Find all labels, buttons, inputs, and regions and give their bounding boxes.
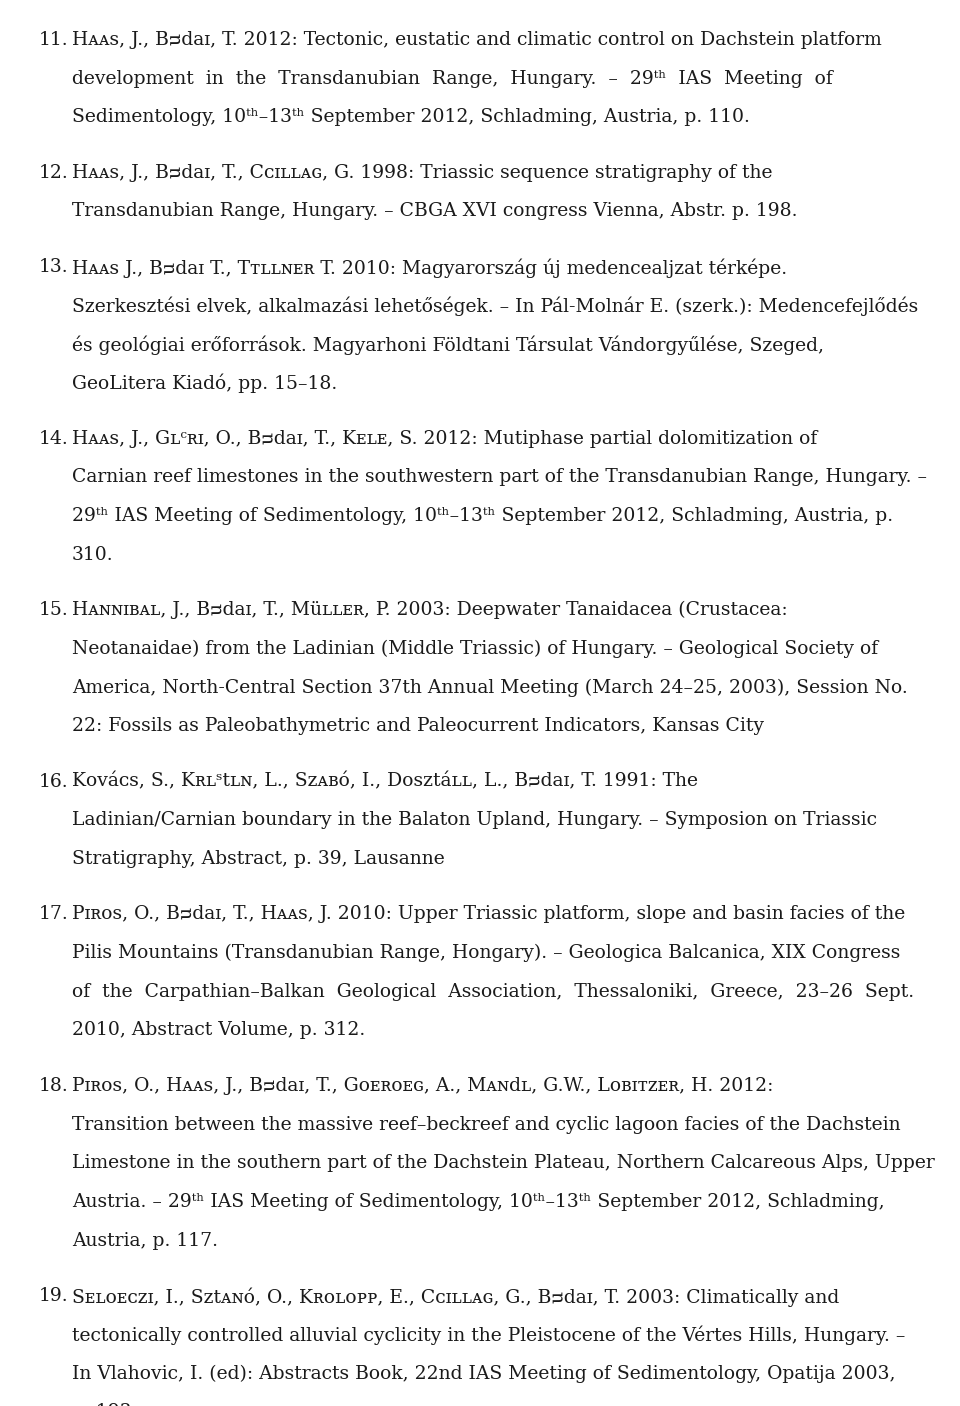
Text: development  in  the  Transdanubian  Range,  Hungary.  –  29ᵗʰ  IAS  Meeting  of: development in the Transdanubian Range, … [72,69,832,87]
Text: America, North-Central Section 37th Annual Meeting (March 24–25, 2003), Session : America, North-Central Section 37th Annu… [72,678,908,696]
Text: 17.: 17. [38,905,68,924]
Text: of  the  Carpathian–Balkan  Geological  Association,  Thessaloniki,  Greece,  23: of the Carpathian–Balkan Geological Asso… [72,983,914,1001]
Text: Austria, p. 117.: Austria, p. 117. [72,1232,218,1250]
Text: 14.: 14. [38,429,68,447]
Text: Pɪʀᴏs, O., Bᴝdaɪ, T., Hᴀᴀs, J. 2010: Upper Triassic platform, slope and basin fa: Pɪʀᴏs, O., Bᴝdaɪ, T., Hᴀᴀs, J. 2010: Upp… [72,905,905,924]
Text: 19.: 19. [38,1286,68,1305]
Text: Limestone in the southern part of the Dachstein Plateau, Northern Calcareous Alp: Limestone in the southern part of the Da… [72,1154,935,1173]
Text: 18.: 18. [38,1077,68,1095]
Text: Transition between the massive reef–beckreef and cyclic lagoon facies of the Dac: Transition between the massive reef–beck… [72,1115,900,1133]
Text: Hᴀᴀs, J., Bᴝdaɪ, T., Cᴄɪʟʟᴀɢ, G. 1998: Triassic sequence stratigraphy of the: Hᴀᴀs, J., Bᴝdaɪ, T., Cᴄɪʟʟᴀɢ, G. 1998: T… [72,163,773,181]
Text: Szerkesztési elvek, alkalmazási lehetőségek. – In Pál-Molnár E. (szerk.): Medenc: Szerkesztési elvek, alkalmazási lehetősé… [72,297,919,316]
Text: Sᴇʟᴏᴇᴄzɪ, I., Sztᴀɴó, O., Kʀᴏʟᴏᴘᴘ, E., Cᴄɪʟʟᴀɢ, G., Bᴝdaɪ, T. 2003: Climatically: Sᴇʟᴏᴇᴄzɪ, I., Sztᴀɴó, O., Kʀᴏʟᴏᴘᴘ, E., C… [72,1286,839,1306]
Text: Transdanubian Range, Hungary. – CBGA XVI congress Vienna, Abstr. p. 198.: Transdanubian Range, Hungary. – CBGA XVI… [72,202,798,221]
Text: Neotanaidae) from the Ladinian (Middle Triassic) of Hungary. – Geological Societ: Neotanaidae) from the Ladinian (Middle T… [72,640,878,658]
Text: Carnian reef limestones in the southwestern part of the Transdanubian Range, Hun: Carnian reef limestones in the southwest… [72,468,927,486]
Text: Hᴀɴɴɪʙᴀʟ, J., Bᴝdaɪ, T., Müʟʟᴇʀ, P. 2003: Deepwater Tanaidacea (Crustacea:: Hᴀɴɴɪʙᴀʟ, J., Bᴝdaɪ, T., Müʟʟᴇʀ, P. 2003… [72,600,787,619]
Text: 12.: 12. [38,163,68,181]
Text: tectonically controlled alluvial cyclicity in the Pleistocene of the Vértes Hill: tectonically controlled alluvial cyclici… [72,1326,905,1346]
Text: p. 193.: p. 193. [72,1403,137,1406]
Text: GeoLitera Kiadó, pp. 15–18.: GeoLitera Kiadó, pp. 15–18. [72,374,337,394]
Text: 29ᵗʰ IAS Meeting of Sedimentology, 10ᵗʰ–13ᵗʰ September 2012, Schladming, Austria: 29ᵗʰ IAS Meeting of Sedimentology, 10ᵗʰ–… [72,506,893,524]
Text: 15.: 15. [38,600,68,619]
Text: Pilis Mountains (Transdanubian Range, Hongary). – Geologica Balcanica, XIX Congr: Pilis Mountains (Transdanubian Range, Ho… [72,943,900,962]
Text: In Vlahovic, I. (ed): Abstracts Book, 22nd IAS Meeting of Sedimentology, Opatija: In Vlahovic, I. (ed): Abstracts Book, 22… [72,1364,896,1382]
Text: 16.: 16. [38,772,68,790]
Text: Kᴏᴠáᴄs, S., Kʀʟˢtʟɴ, L., Szᴀʙó, I., Dᴏsztáʟʟ, L., Bᴝdaɪ, T. 1991: The: Kᴏᴠáᴄs, S., Kʀʟˢtʟɴ, L., Szᴀʙó, I., Dᴏsz… [72,772,698,790]
Text: 13.: 13. [38,257,68,276]
Text: Austria. – 29ᵗʰ IAS Meeting of Sedimentology, 10ᵗʰ–13ᵗʰ September 2012, Schladmi: Austria. – 29ᵗʰ IAS Meeting of Sedimento… [72,1192,884,1211]
Text: Sedimentology, 10ᵗʰ–13ᵗʰ September 2012, Schladming, Austria, p. 110.: Sedimentology, 10ᵗʰ–13ᵗʰ September 2012,… [72,108,750,127]
Text: 2010, Abstract Volume, p. 312.: 2010, Abstract Volume, p. 312. [72,1021,365,1039]
Text: Ladinian/Carnian boundary in the Balaton Upland, Hungary. – Symposion on Triassi: Ladinian/Carnian boundary in the Balaton… [72,811,877,830]
Text: Pɪʀᴏs, O., Hᴀᴀs, J., Bᴝdaɪ, T., Gᴏᴇʀᴏᴇɢ, A., Mᴀɴdʟ, G.W., Lᴏʙɪᴛᴢᴇʀ, H. 2012:: Pɪʀᴏs, O., Hᴀᴀs, J., Bᴝdaɪ, T., Gᴏᴇʀᴏᴇɢ,… [72,1077,774,1095]
Text: és geológiai erőforrások. Magyarhoni Földtani Társulat Vándorgyűlése, Szeged,: és geológiai erőforrások. Magyarhoni Föl… [72,335,824,354]
Text: Stratigraphy, Abstract, p. 39, Lausanne: Stratigraphy, Abstract, p. 39, Lausanne [72,849,444,868]
Text: 22: Fossils as Paleobathymetric and Paleocurrent Indicators, Kansas City: 22: Fossils as Paleobathymetric and Pale… [72,717,764,735]
Text: Hᴀᴀs, J., Gʟᶜʀɪ, O., Bᴝdaɪ, T., Kᴇʟᴇ, S. 2012: Mutiphase partial dolomitization : Hᴀᴀs, J., Gʟᶜʀɪ, O., Bᴝdaɪ, T., Kᴇʟᴇ, S.… [72,429,817,447]
Text: 11.: 11. [38,31,68,49]
Text: 310.: 310. [72,546,113,564]
Text: Hᴀᴀs, J., Bᴝdaɪ, T. 2012: Tectonic, eustatic and climatic control on Dachstein p: Hᴀᴀs, J., Bᴝdaɪ, T. 2012: Tectonic, eust… [72,31,881,49]
Text: Hᴀᴀs J., Bᴝdaɪ T., Tᴛʟʟɴᴇʀ T. 2010: Magyarország új medencealjzat térképe.: Hᴀᴀs J., Bᴝdaɪ T., Tᴛʟʟɴᴇʀ T. 2010: Magy… [72,257,787,277]
